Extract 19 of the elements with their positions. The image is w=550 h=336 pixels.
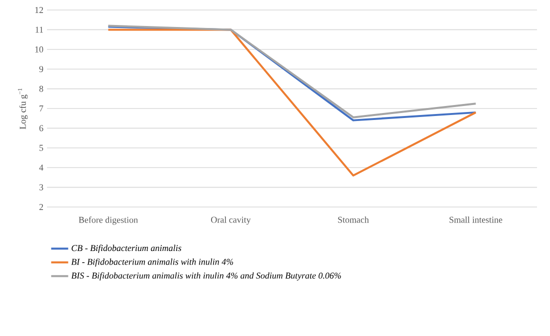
y-tick-label: 6 <box>39 125 44 132</box>
y-tick-label: 11 <box>36 26 43 33</box>
legend-label: BIS - Bifidobacterium animalis with inulin 4% and Sodium Butyrate 0.06% <box>71 272 341 280</box>
x-tick-label: Oral cavity <box>211 216 251 225</box>
y-tick-label: 5 <box>40 144 44 151</box>
x-tick-label: Before digestion <box>78 216 138 225</box>
y-axis-title: Log cfu g$^{−1}$ <box>18 88 28 130</box>
y-tick-label: 4 <box>39 164 44 171</box>
x-tick-label: Stomach <box>338 216 369 223</box>
x-tick-label: Small intestine <box>450 216 502 223</box>
y-tick-label: 2 <box>39 204 43 210</box>
y-tick-label: 3 <box>39 184 44 190</box>
y-tick-label: 9 <box>39 66 44 72</box>
y-tick-label: 10 <box>35 46 44 52</box>
legend-label: CB - Bifidobacterium animalis <box>72 244 182 253</box>
y-tick-label: 7 <box>40 106 44 112</box>
y-tick-label: 8 <box>39 86 44 92</box>
legend-label: BI - Bifidobacterium animalis with inulin 4% <box>71 258 234 267</box>
y-tick-label: 12 <box>35 7 43 13</box>
